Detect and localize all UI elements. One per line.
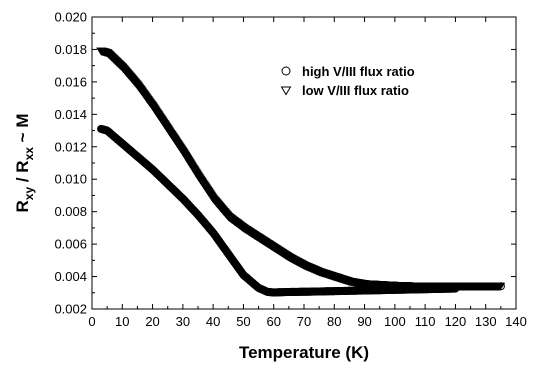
series-low-flux [96, 47, 506, 291]
y-tick-label: 0.020 [54, 10, 87, 25]
x-tick-label: 70 [297, 314, 311, 329]
y-tick-label: 0.006 [54, 237, 87, 252]
x-axis: 0 10 20 30 40 50 60 70 80 90 100 110 120 130 140 [88, 17, 527, 329]
x-tick-label: 130 [475, 314, 497, 329]
x-tick-label: 120 [445, 314, 467, 329]
x-tick-label: 60 [266, 314, 280, 329]
legend-label-low: low V/III flux ratio [302, 83, 409, 98]
y-axis: 0.002 0.004 0.006 0.008 0.010 0.012 0.014 0.016… [54, 10, 516, 317]
y-tick-label: 0.010 [54, 172, 87, 187]
x-tick-label: 10 [115, 314, 129, 329]
y-tick-label: 0.014 [54, 107, 87, 122]
x-tick-label: 100 [384, 314, 406, 329]
y-tick-label: 0.008 [54, 204, 87, 219]
x-tick-label: 90 [357, 314, 371, 329]
x-tick-label: 30 [176, 314, 190, 329]
y-title-sub1: xy [22, 187, 36, 201]
legend-marker-low [280, 86, 292, 96]
x-tick-label: 0 [88, 314, 95, 329]
series-layer [96, 47, 506, 297]
y-title-r1: R [13, 200, 32, 212]
data-point [496, 282, 505, 291]
y-tick-label: 0.016 [54, 74, 87, 89]
x-tick-label: 140 [505, 314, 527, 329]
x-tick-label: 80 [327, 314, 341, 329]
series-high-flux [97, 124, 460, 297]
legend-marker-high [281, 66, 291, 76]
y-tick-label: 0.004 [54, 269, 87, 284]
y-title-tail: ~ M [13, 114, 32, 148]
x-tick-label: 40 [206, 314, 220, 329]
y-title-mid: / R [13, 160, 32, 186]
x-axis-title: Temperature (K) [239, 343, 369, 362]
legend-label-high: high V/III flux ratio [302, 64, 415, 79]
y-title-sub2: xx [22, 147, 36, 161]
y-tick-label: 0.002 [54, 302, 87, 317]
legend: high V/III flux ratio low V/III flux rat… [280, 64, 415, 98]
y-axis-title: Rxy / Rxx ~ M [13, 114, 36, 213]
y-tick-label: 0.018 [54, 42, 87, 57]
x-tick-label: 50 [236, 314, 250, 329]
x-tick-label: 110 [415, 314, 436, 329]
y-tick-label: 0.012 [54, 139, 87, 154]
x-tick-label: 20 [145, 314, 159, 329]
